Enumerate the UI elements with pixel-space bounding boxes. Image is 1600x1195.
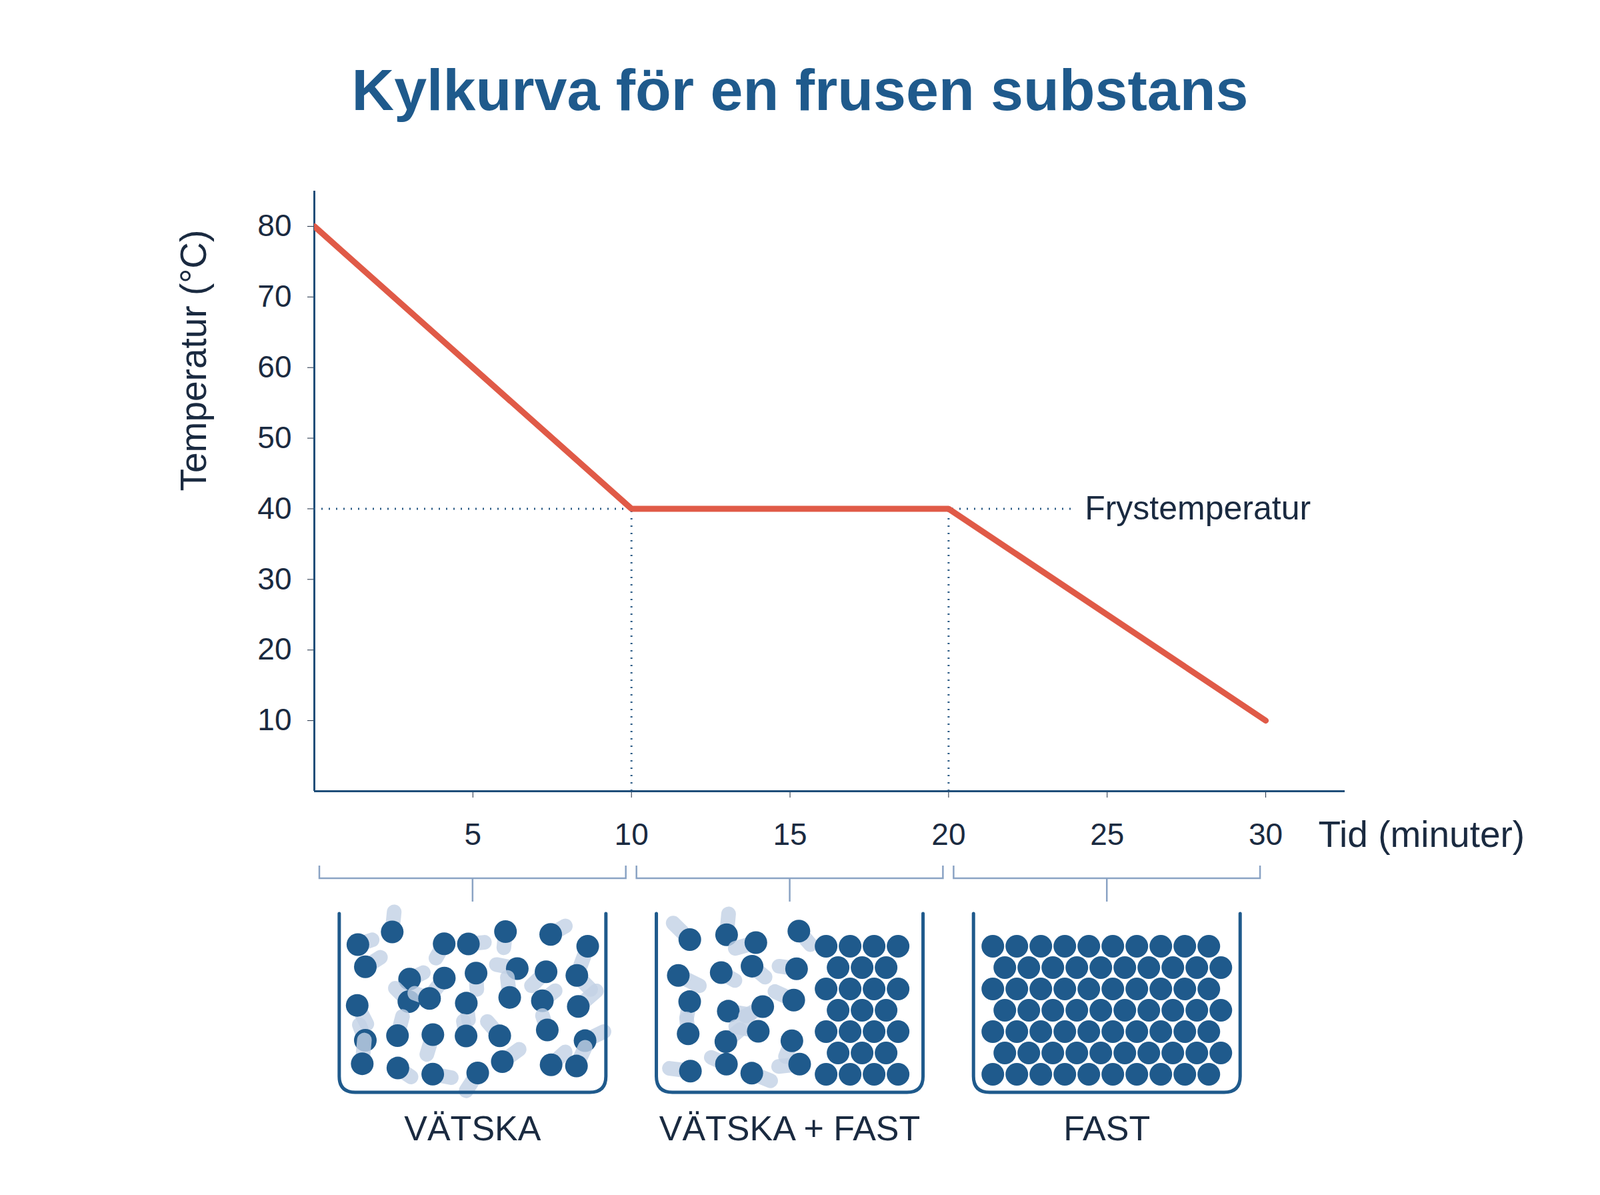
- svg-text:20: 20: [257, 631, 292, 666]
- html-text:Kylkurva för en frusen substan: Kylkurva för en frusen substans: [351, 56, 1249, 123]
- svg-text:FAST: FAST: [1063, 1108, 1150, 1148]
- svg-text:Tid (minuter): Tid (minuter): [1318, 813, 1526, 855]
- svg-text:Temperatur (°C): Temperatur (°C): [172, 230, 214, 492]
- svg-text:VÄTSKA + FAST: VÄTSKA + FAST: [659, 1108, 921, 1148]
- svg-text:50: 50: [257, 420, 292, 455]
- svg-text:30: 30: [1248, 816, 1283, 852]
- svg-text:40: 40: [257, 490, 292, 526]
- svg-text:Frystemperatur: Frystemperatur: [1084, 489, 1311, 527]
- svg-text:5: 5: [464, 816, 482, 852]
- svg-text:30: 30: [257, 561, 292, 596]
- svg-text:70: 70: [257, 278, 292, 314]
- svg-text:20: 20: [931, 816, 966, 852]
- svg-text:VÄTSKA: VÄTSKA: [404, 1108, 541, 1148]
- svg-text:10: 10: [614, 816, 649, 852]
- svg-text:60: 60: [257, 349, 292, 384]
- svg-text:10: 10: [257, 702, 292, 737]
- svg-text:25: 25: [1090, 816, 1124, 852]
- svg-text:15: 15: [772, 816, 807, 852]
- svg-text:80: 80: [257, 208, 292, 243]
